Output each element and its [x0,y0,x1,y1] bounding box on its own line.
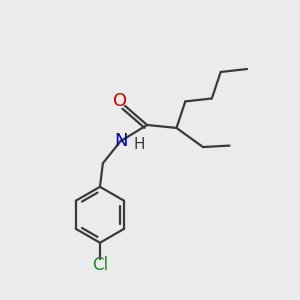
Text: Cl: Cl [92,256,108,274]
Text: O: O [113,92,128,110]
Text: H: H [134,136,146,152]
Text: N: N [114,132,127,150]
